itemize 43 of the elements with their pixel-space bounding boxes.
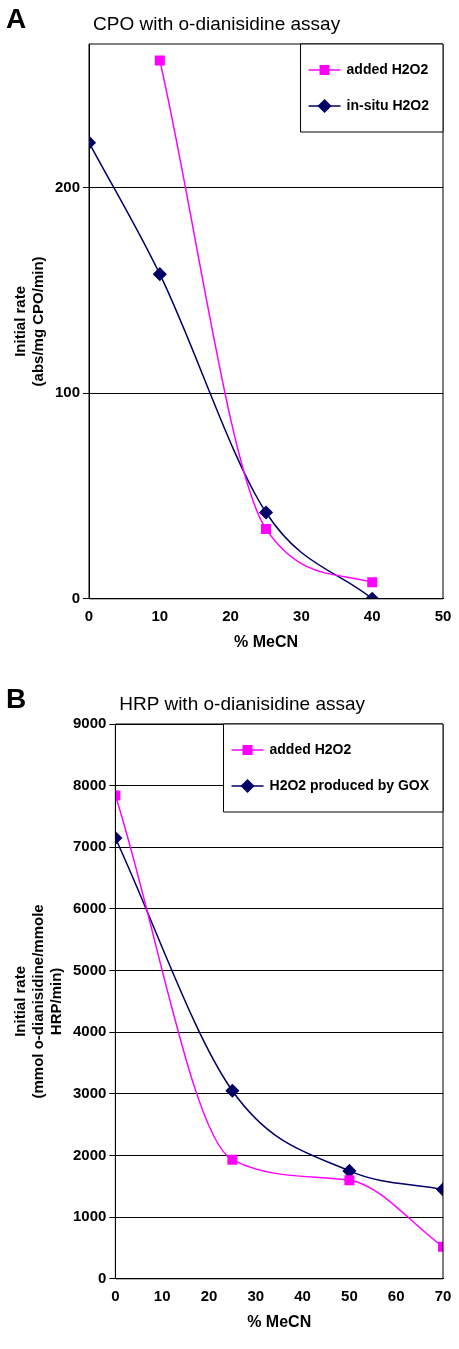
- x-tick-label: 20: [200, 1286, 218, 1304]
- y-tick-label: 0: [71, 588, 81, 606]
- point: [367, 577, 378, 588]
- y-tick-label: 8000: [72, 775, 107, 793]
- x-tick-label: 40: [363, 606, 381, 624]
- y-tick-label: 7000: [72, 837, 107, 855]
- y-tick-label: 200: [55, 177, 81, 195]
- y-tick-label: 9000: [72, 714, 107, 732]
- x-axis-title: % MeCN: [247, 1312, 312, 1330]
- y-tick-label: 0: [98, 1268, 107, 1286]
- point: [153, 267, 167, 281]
- text: B: [6, 682, 27, 714]
- y-tick-label: 4000: [72, 1022, 107, 1040]
- point: [259, 505, 273, 520]
- legend-label: added H2O2: [346, 60, 429, 77]
- x-tick-label: 0: [111, 1286, 120, 1304]
- chart-title: HRP with o-dianisidine assay: [119, 692, 366, 714]
- x-tick-label: 70: [434, 1286, 452, 1304]
- y-tick-label: 1000: [72, 1207, 107, 1225]
- x-tick-label: 40: [294, 1286, 311, 1304]
- y-tick-label: 100: [55, 383, 81, 401]
- x-tick-label: 20: [222, 606, 239, 624]
- chart-title: CPO with o-dianisidine assay: [93, 12, 341, 34]
- y-tick-label: 2000: [72, 1145, 107, 1163]
- x-tick-label: 10: [153, 1286, 171, 1304]
- text: A: [6, 2, 27, 34]
- y-tick-label: 5000: [72, 960, 107, 978]
- x-tick-label: 30: [247, 1286, 265, 1304]
- x-tick-label: 50: [434, 606, 452, 624]
- point: [154, 55, 165, 66]
- x-axis-title: % MeCN: [234, 632, 299, 650]
- y-axis-title: Initial rate (abs/mg CPO/min): [11, 256, 47, 387]
- legend-label: H2O2 produced by GOX: [269, 776, 430, 793]
- point: [261, 523, 272, 534]
- y-tick-label: 6000: [72, 899, 107, 917]
- legend-label: added H2O2: [269, 740, 352, 757]
- y-tick-label: 3000: [72, 1084, 107, 1102]
- x-tick-label: 30: [293, 606, 310, 624]
- legend-label: in-situ H2O2: [346, 96, 430, 113]
- x-tick-label: 10: [151, 606, 169, 624]
- x-tick-label: 60: [387, 1286, 405, 1304]
- x-tick-label: 50: [341, 1286, 358, 1304]
- y-axis-title: Initial rate (mmol o-dianisidine/mmole HRP/min): [11, 904, 65, 1099]
